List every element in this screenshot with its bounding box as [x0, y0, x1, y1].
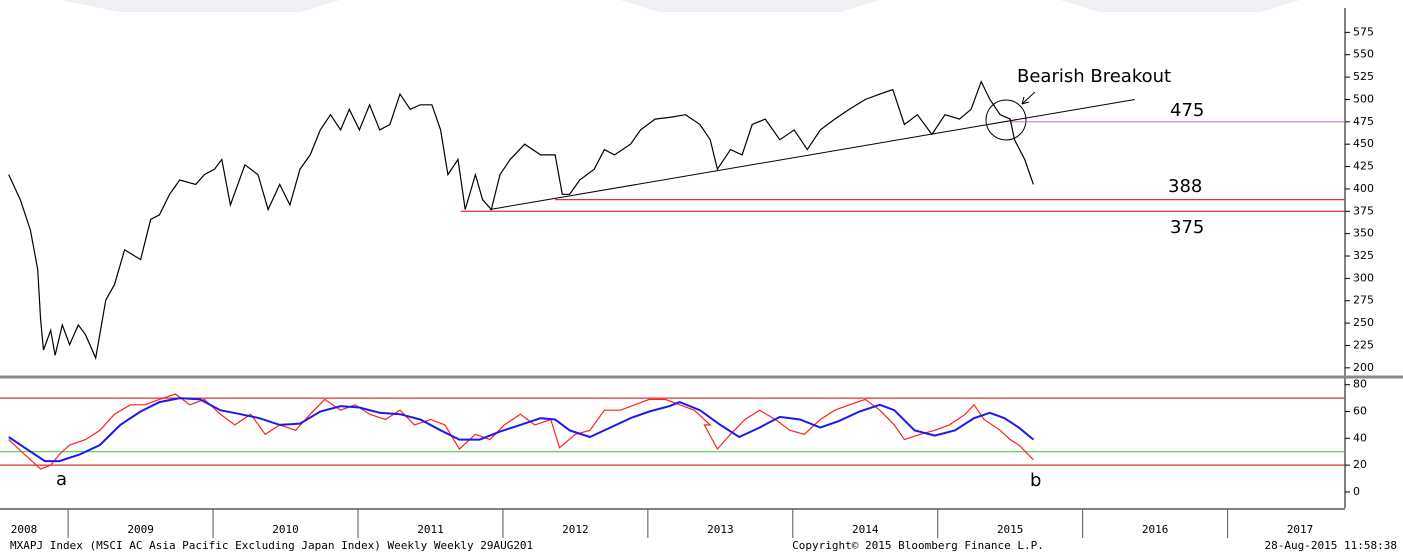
trend-line	[489, 98, 1135, 210]
y-tick-label: 475	[1353, 115, 1374, 128]
x-tick-label: 2012	[562, 523, 589, 536]
y-tick-label: 400	[1353, 182, 1374, 195]
y-tick-label: 425	[1353, 160, 1374, 173]
x-tick-label: 2008	[11, 523, 38, 536]
x-tick-label: 2009	[127, 523, 154, 536]
level-label: 375	[1170, 217, 1204, 238]
level-label: 475	[1170, 100, 1204, 121]
y-tick-label: 525	[1353, 70, 1374, 83]
x-tick-label: 2017	[1287, 523, 1314, 536]
y-tick-label: 250	[1353, 316, 1374, 329]
point-label: b	[1030, 470, 1041, 491]
series-line	[8, 393, 1034, 470]
y-tick-label: 575	[1353, 25, 1374, 38]
x-tick-label: 2014	[852, 523, 879, 536]
y-tick-label: 275	[1353, 294, 1374, 307]
series-line	[8, 397, 1035, 463]
y-tick-label: 60	[1353, 405, 1367, 418]
y-tick-label: 325	[1353, 249, 1374, 262]
x-tick-label: 2016	[1142, 523, 1169, 536]
y-tick-label: 500	[1353, 92, 1374, 105]
y-tick-label: 40	[1353, 431, 1367, 444]
annotation-arrow	[1021, 91, 1036, 105]
y-tick-label: 450	[1353, 137, 1374, 150]
footer-center: Copyright© 2015 Bloomberg Finance L.P.	[792, 539, 1044, 552]
y-tick-label: 225	[1353, 338, 1374, 351]
y-tick-label: 20	[1353, 458, 1367, 471]
y-tick-label: 350	[1353, 227, 1374, 240]
series-line	[8, 80, 1034, 361]
level-label: 388	[1168, 176, 1202, 197]
footer-right: 28-Aug-2015 11:58:38	[1265, 539, 1397, 552]
breakout-circle	[985, 99, 1027, 141]
arrow-head	[1021, 96, 1030, 105]
y-tick-label: 375	[1353, 204, 1374, 217]
x-tick-label: 2010	[272, 523, 299, 536]
y-tick-label: 0	[1353, 485, 1360, 498]
y-tick-label: 300	[1353, 271, 1374, 284]
y-tick-label: 80	[1353, 378, 1367, 391]
point-label: a	[56, 469, 67, 490]
x-tick-label: 2013	[707, 523, 734, 536]
x-tick-label: 2011	[417, 523, 444, 536]
y-tick-label: 550	[1353, 48, 1374, 61]
y-tick-label: 200	[1353, 361, 1374, 374]
footer-left: MXAPJ Index (MSCI AC Asia Pacific Exclud…	[10, 539, 533, 552]
annotation: Bearish Breakout	[1017, 66, 1171, 87]
x-tick-label: 2015	[997, 523, 1024, 536]
watermark	[60, 0, 1300, 12]
